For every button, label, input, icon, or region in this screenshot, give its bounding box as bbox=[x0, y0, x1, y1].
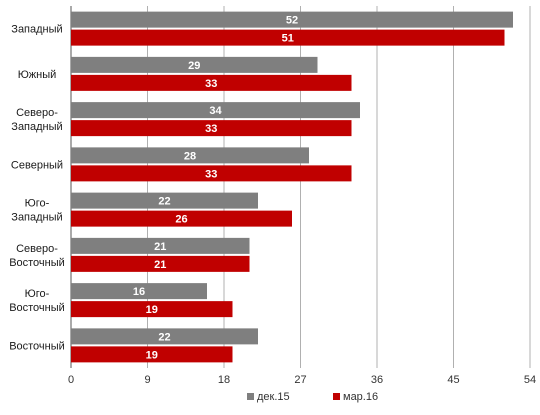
data-label: 33 bbox=[205, 123, 217, 135]
bar-mar16 bbox=[71, 255, 250, 272]
category-label: Юго-Западный bbox=[11, 198, 62, 224]
legend-swatch bbox=[333, 393, 340, 400]
bar-mar16 bbox=[71, 120, 352, 137]
bar-dec15 bbox=[71, 283, 207, 300]
data-label: 28 bbox=[184, 150, 196, 162]
category-label: Юго-Восточный bbox=[9, 288, 65, 314]
x-tick-label: 9 bbox=[144, 374, 150, 386]
x-tick-label: 27 bbox=[294, 374, 306, 386]
x-tick-label: 36 bbox=[371, 374, 383, 386]
x-tick-label: 54 bbox=[524, 374, 536, 386]
bar-dec15 bbox=[71, 147, 309, 164]
category-label: Восточный bbox=[9, 340, 65, 352]
bar-mar16 bbox=[71, 301, 233, 318]
data-label: 52 bbox=[286, 15, 298, 27]
bar-mar16 bbox=[71, 74, 352, 91]
legend-label: дек.15 bbox=[257, 391, 290, 403]
data-label: 29 bbox=[188, 60, 200, 72]
data-label: 19 bbox=[146, 349, 158, 361]
x-tick-label: 18 bbox=[218, 374, 230, 386]
bar-mar16 bbox=[71, 165, 352, 182]
data-label: 19 bbox=[146, 304, 158, 316]
bar-dec15 bbox=[71, 328, 258, 345]
data-label: 22 bbox=[158, 196, 170, 208]
legend: дек.15 мар.16 bbox=[247, 391, 378, 403]
category-label: Южный bbox=[18, 69, 57, 81]
data-label: 34 bbox=[209, 105, 222, 117]
x-tick-label: 45 bbox=[447, 374, 459, 386]
bar-mar16 bbox=[71, 29, 505, 46]
data-label: 51 bbox=[282, 33, 294, 45]
data-label: 16 bbox=[133, 286, 145, 298]
x-tick-label: 0 bbox=[68, 374, 74, 386]
data-label: 33 bbox=[205, 168, 217, 180]
category-labels: Западный Южный Северо-Западный Северный Юго-… bbox=[9, 24, 65, 353]
legend-swatch bbox=[247, 393, 254, 400]
category-label: Северо-Восточный bbox=[9, 243, 65, 269]
bar-dec15 bbox=[71, 11, 513, 28]
legend-label: мар.16 bbox=[343, 391, 378, 403]
bar-dec15 bbox=[71, 56, 318, 73]
category-label: Северо-Западный bbox=[11, 107, 62, 133]
category-label: Северный bbox=[11, 159, 63, 171]
bar-dec15 bbox=[71, 192, 258, 209]
data-label: 22 bbox=[158, 331, 170, 343]
data-label: 21 bbox=[154, 241, 166, 253]
x-axis-ticks: 0 9 18 27 36 45 54 bbox=[68, 374, 536, 386]
bar-dec15 bbox=[71, 237, 250, 254]
bar-mar16 bbox=[71, 346, 233, 363]
data-label: 21 bbox=[154, 259, 166, 271]
data-label: 26 bbox=[175, 214, 187, 226]
category-label: Западный bbox=[11, 24, 62, 36]
bar-dec15 bbox=[71, 102, 360, 119]
data-label: 33 bbox=[205, 78, 217, 90]
bar-mar16 bbox=[71, 210, 292, 227]
